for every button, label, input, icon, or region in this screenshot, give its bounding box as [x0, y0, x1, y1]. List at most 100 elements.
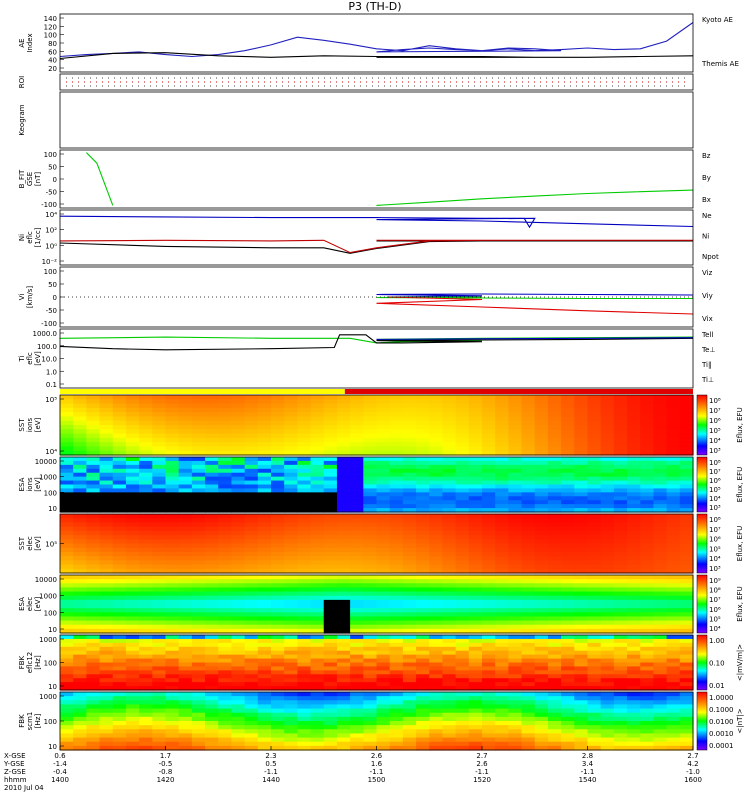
spectrogram-cell	[508, 437, 523, 443]
spectrogram-cell	[350, 745, 364, 751]
spectrogram-cell	[271, 543, 285, 549]
spectrogram-8	[60, 457, 694, 513]
colorbar-tick: 10⁶	[709, 477, 721, 485]
spectrogram-cell	[574, 547, 589, 553]
spectrogram-cell	[310, 704, 325, 710]
spectrogram-cell	[442, 412, 457, 418]
spectrogram-cell	[284, 480, 298, 486]
spectrogram-cell	[640, 514, 655, 519]
spectrogram-cell	[666, 476, 681, 482]
spectrogram-cell	[205, 468, 219, 474]
spectrogram-cell	[455, 484, 470, 490]
spectrogram-cell	[534, 729, 549, 735]
spectrogram-cell	[363, 700, 378, 706]
spectrogram-cell	[534, 579, 549, 584]
spectrogram-cell	[310, 628, 325, 634]
spectrogram-cell	[613, 604, 628, 609]
spectrogram-cell	[178, 612, 193, 618]
spectrogram-cell	[640, 526, 655, 532]
spectrogram-cell	[640, 616, 655, 622]
spectrogram-cell	[508, 403, 523, 409]
spectrogram-cell	[613, 514, 628, 519]
spectrogram-cell	[666, 522, 681, 528]
spectrogram-cell	[468, 416, 483, 422]
spectrogram-cell	[73, 420, 87, 426]
spectrogram-cell	[561, 425, 575, 430]
spectrogram-cell	[125, 420, 140, 426]
spectrogram-cell	[257, 518, 272, 524]
spectrogram-cell	[587, 464, 602, 470]
spectrogram-cell	[455, 450, 470, 456]
spectrogram-cell	[547, 472, 562, 478]
spectrogram-cell	[587, 583, 602, 589]
spectrogram-cell	[534, 403, 549, 409]
spectrogram-cell	[336, 433, 351, 439]
spectrogram-cell	[376, 560, 391, 566]
spectrogram-cell	[73, 560, 87, 566]
spectrogram-cell	[653, 745, 668, 751]
spectrogram-cell	[495, 522, 509, 528]
spectrogram-cell	[547, 721, 562, 726]
spectrogram-cell	[534, 595, 549, 601]
spectrogram-cell	[165, 488, 180, 493]
spectrogram-cell	[336, 480, 351, 486]
spectrogram-cell	[640, 425, 655, 430]
spectrogram-cell	[429, 638, 444, 644]
spectrogram-cell	[574, 612, 589, 618]
spectrogram-cell	[627, 547, 641, 553]
spectrogram-cell	[600, 729, 615, 735]
spectrogram-cell	[139, 591, 153, 597]
spectrogram-cell	[125, 635, 140, 640]
spectrogram-cell	[442, 526, 457, 532]
colorbar-tick: 10⁷	[709, 468, 721, 476]
spectrogram-cell	[679, 530, 694, 536]
spectrogram-cell	[561, 712, 575, 718]
spectrogram-cell	[389, 628, 404, 634]
spectrogram-cell	[640, 692, 655, 697]
spectrogram-cell	[442, 595, 457, 601]
spectrogram-cell	[495, 450, 509, 456]
spectrogram-cell	[561, 514, 575, 519]
spectrogram-cell	[574, 518, 589, 524]
spectrogram-cell	[561, 407, 575, 413]
spectrogram-12	[60, 692, 694, 751]
spectrogram-cell	[165, 700, 180, 706]
spectrogram-cell	[323, 616, 338, 622]
ytick-label: 20	[48, 65, 57, 73]
spectrogram-cell	[455, 488, 470, 493]
spectrogram-cell	[389, 460, 404, 466]
spectrogram-cell	[429, 556, 444, 561]
spectrogram-cell	[125, 658, 140, 664]
spectrogram-cell	[152, 612, 167, 618]
spectrogram-cell	[653, 464, 668, 470]
spectrogram-cell	[416, 468, 430, 474]
spectrogram-cell	[257, 464, 272, 470]
spectrogram-cell	[442, 433, 457, 439]
spectrogram-cell	[165, 604, 180, 609]
spectrogram-cell	[323, 403, 338, 409]
spectrogram-cell	[666, 416, 681, 422]
spectrogram-cell	[376, 464, 391, 470]
spectrogram-cell	[627, 403, 641, 409]
spectrogram-cell	[178, 395, 193, 400]
spectrogram-cell	[323, 420, 338, 426]
spectrogram-cell	[363, 591, 378, 597]
spectrogram-cell	[666, 583, 681, 589]
spectrogram-cell	[416, 514, 430, 519]
spectrogram-cell	[495, 737, 509, 743]
spectrogram-cell	[521, 591, 536, 597]
spectrogram-cell	[112, 729, 127, 735]
spectrogram-cell	[442, 733, 457, 739]
spectrogram-cell	[653, 604, 668, 609]
spectrogram-cell	[376, 416, 391, 422]
ytick-label: -50	[46, 307, 57, 315]
spectrogram-cell	[429, 579, 444, 584]
spectrogram-cell	[350, 712, 364, 718]
spectrogram-cell	[534, 737, 549, 743]
spectrogram-cell	[205, 508, 219, 513]
xtick-label: 1540	[579, 776, 597, 784]
spectrogram-cell	[429, 635, 444, 640]
spectrogram-cell	[231, 737, 246, 743]
spectrogram-cell	[653, 522, 668, 528]
spectrogram-cell	[455, 464, 470, 470]
